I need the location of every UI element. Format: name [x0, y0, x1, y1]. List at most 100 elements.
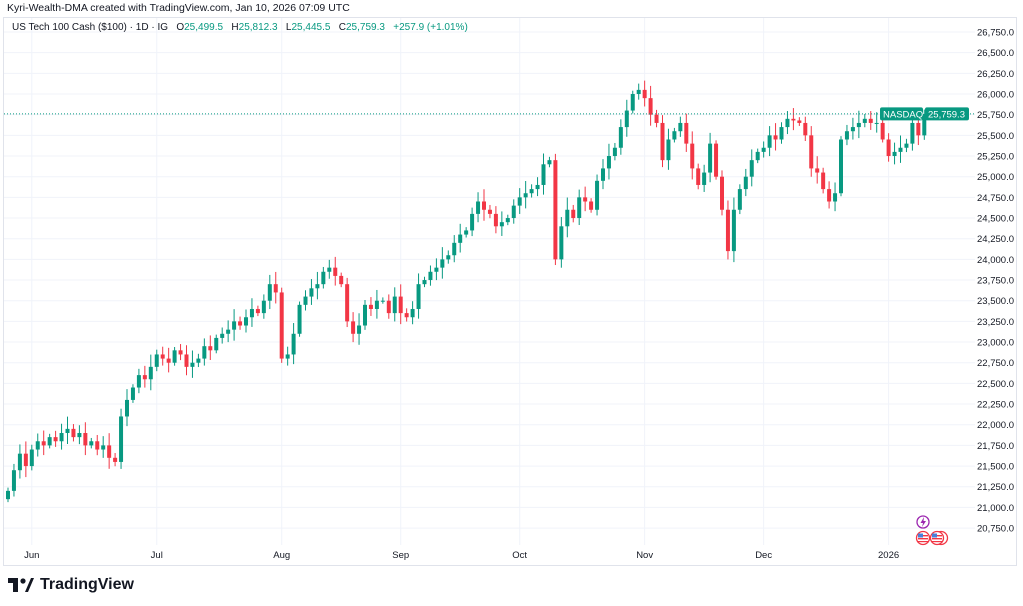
- us-flag-event-icon[interactable]: [929, 530, 949, 546]
- price-tick-label: 20,750.0: [977, 524, 1014, 535]
- price-tick-label: 21,750.0: [977, 441, 1014, 452]
- open-label: O: [176, 22, 185, 33]
- price-tick-label: 23,250.0: [977, 317, 1014, 328]
- candle-body: [297, 304, 302, 334]
- candle-body: [714, 143, 719, 177]
- candle: [725, 200, 730, 260]
- candle-body: [440, 259, 445, 268]
- candle: [291, 323, 296, 365]
- candle: [601, 159, 605, 190]
- candle-body: [850, 127, 855, 132]
- candle: [862, 114, 867, 128]
- time-tick-label: Sep: [392, 550, 409, 561]
- candle: [17, 444, 22, 479]
- us-flag-event-icon[interactable]: [915, 530, 931, 546]
- candle: [612, 142, 617, 161]
- candle: [363, 300, 367, 330]
- candle-body: [666, 139, 671, 161]
- candle: [47, 433, 52, 449]
- grid-lines: [4, 18, 975, 545]
- candle: [606, 143, 611, 180]
- candle: [541, 153, 546, 195]
- candle-body: [565, 209, 570, 227]
- candle-body: [910, 122, 915, 144]
- price-tag: NASDAQ 25,759.3: [880, 107, 969, 121]
- candle-body: [880, 122, 885, 140]
- candle: [856, 110, 861, 139]
- candle-body: [315, 284, 320, 289]
- candle-body: [517, 197, 522, 206]
- candle: [761, 141, 766, 158]
- chart-frame[interactable]: [3, 17, 1017, 566]
- candle: [83, 422, 88, 456]
- candle: [446, 250, 451, 264]
- candle-body: [279, 292, 284, 359]
- candle: [684, 113, 689, 152]
- candle-body: [660, 122, 665, 161]
- candle-body: [821, 172, 826, 190]
- candle: [595, 174, 600, 216]
- candle: [202, 338, 207, 366]
- candle-body: [725, 209, 730, 252]
- candle-body: [172, 350, 177, 363]
- candle-body: [731, 209, 736, 252]
- candle-body: [630, 94, 635, 111]
- candle: [743, 168, 748, 197]
- candle-body: [160, 354, 165, 359]
- candle: [517, 188, 522, 214]
- candle-body: [749, 160, 754, 177]
- price-tick-label: 22,250.0: [977, 400, 1014, 411]
- candle-body: [511, 205, 516, 219]
- candle: [208, 335, 213, 360]
- candle: [440, 247, 445, 279]
- time-tick-label: Oct: [512, 550, 527, 561]
- candle-body: [392, 296, 397, 314]
- candle-body: [773, 135, 778, 140]
- candle-body: [601, 168, 605, 181]
- candle: [714, 140, 719, 180]
- price-axis: 26,750.0 26,500.0 26,250.0 26,000.0 25,750.0…: [977, 28, 1014, 535]
- time-tick-label: Aug: [273, 550, 290, 561]
- candle: [41, 430, 46, 456]
- candle: [666, 128, 671, 170]
- candle-body: [416, 284, 421, 309]
- candle: [779, 122, 784, 144]
- candle-body: [779, 127, 784, 140]
- candle-body: [357, 325, 362, 334]
- candle: [273, 271, 278, 304]
- candle-body: [535, 184, 540, 190]
- price-tick-label: 25,750.0: [977, 110, 1014, 121]
- candle-body: [678, 122, 683, 132]
- candle: [577, 189, 582, 226]
- candle: [493, 206, 498, 234]
- candle: [59, 423, 64, 450]
- candle-body: [404, 313, 409, 318]
- candle: [464, 227, 469, 238]
- tradingview-logo[interactable]: TradingView: [8, 576, 134, 594]
- candle: [101, 436, 106, 458]
- candle: [65, 416, 70, 445]
- candle-body: [642, 89, 647, 99]
- candle: [368, 297, 373, 316]
- event-markers[interactable]: [915, 515, 949, 546]
- price-tick-label: 26,250.0: [977, 69, 1014, 80]
- candle-body: [309, 288, 314, 297]
- symbol-info[interactable]: US Tech 100 Cash ($100) · 1D · IG: [12, 22, 168, 33]
- candle-body: [380, 300, 385, 302]
- candle: [678, 116, 683, 137]
- candle: [737, 184, 742, 215]
- candle-body: [493, 213, 498, 227]
- candle-body: [374, 300, 379, 309]
- candle: [261, 294, 266, 319]
- candle-body: [892, 151, 897, 157]
- candle-body: [148, 366, 153, 380]
- candle: [351, 312, 356, 343]
- tradingview-logo-icon: [8, 578, 34, 592]
- candle: [77, 425, 82, 445]
- candle-body: [696, 168, 701, 185]
- candle: [113, 453, 118, 467]
- candle: [654, 109, 659, 128]
- price-tick-label: 26,000.0: [977, 90, 1014, 101]
- candle: [487, 204, 492, 219]
